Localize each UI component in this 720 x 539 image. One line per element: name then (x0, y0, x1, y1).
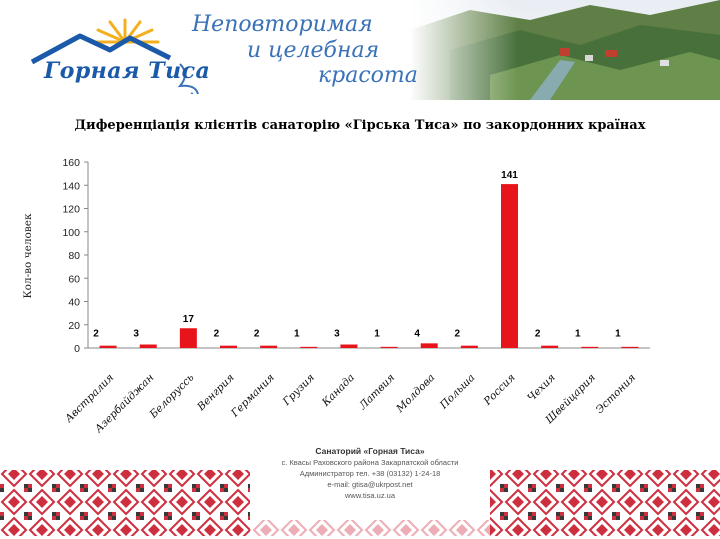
data-label: 3 (334, 329, 340, 340)
bar (541, 345, 559, 348)
data-label: 1 (615, 329, 621, 340)
category-label: Латвия (356, 372, 397, 413)
footer-embroidery-ornament (0, 470, 720, 536)
slogan-line-2: и целебная (247, 38, 380, 63)
slogan-line-3: красота (318, 63, 418, 88)
bar (179, 328, 197, 348)
bar (621, 346, 639, 348)
bar (380, 346, 398, 348)
category-label: Россия (481, 372, 518, 409)
data-label: 2 (254, 329, 260, 340)
footer-website[interactable]: www.tisa.uz.ua (344, 491, 396, 500)
bar (501, 184, 518, 348)
data-label: 2 (535, 329, 541, 340)
data-label: 1 (294, 329, 300, 340)
bar (420, 343, 438, 348)
y-tick-label: 60 (68, 273, 80, 285)
bar (300, 346, 318, 348)
footer-contact-block: Санаторий «Горная Тиса» с. Квасы Раховск… (255, 446, 485, 501)
bar (220, 345, 237, 348)
data-label: 1 (575, 329, 581, 340)
data-label: 2 (455, 329, 461, 340)
bar (99, 345, 117, 348)
y-tick-label: 140 (62, 180, 80, 192)
slogan-line-1: Неповторимая (192, 12, 373, 37)
y-tick-label: 40 (68, 297, 80, 309)
category-label: Германия (228, 372, 276, 420)
footer-name: Санаторий «Горная Тиса» (315, 446, 425, 456)
category-label: Молдова (393, 372, 437, 416)
footer-address: с. Квасы Раховского района Закарпатской … (281, 458, 459, 467)
data-label: 4 (414, 329, 420, 340)
category-label: Грузия (280, 372, 317, 409)
y-tick-label: 20 (68, 320, 80, 332)
bar (340, 344, 358, 348)
y-tick-label: 0 (74, 343, 80, 355)
y-tick-label: 80 (68, 250, 80, 262)
data-label: 141 (501, 170, 518, 181)
category-label: Эстония (594, 372, 638, 416)
chart-title: Диференціація клієнтів санаторію «Гірськ… (74, 118, 646, 133)
footer-email[interactable]: e-mail: gtisa@ukrpost.net (327, 480, 413, 489)
data-label: 1 (374, 329, 380, 340)
sanatorium-logo: Горная Тиса (30, 14, 210, 104)
logo-text: Горная Тиса (44, 58, 211, 84)
data-label: 17 (183, 314, 195, 325)
category-label: Венгрия (194, 372, 236, 414)
footer-phone: Администратор тел. +38 (03132) 1-24-18 (299, 469, 441, 478)
bar (260, 345, 278, 348)
y-tick-label: 120 (62, 204, 80, 216)
bar-chart: 0204060801001201401602Австралия3Азербайд… (62, 157, 650, 436)
y-tick-label: 100 (62, 227, 80, 239)
data-label: 3 (133, 329, 139, 340)
category-label: Канада (319, 372, 357, 410)
header-landscape-photo (410, 0, 720, 100)
data-label: 2 (214, 329, 220, 340)
data-label: 2 (93, 329, 99, 340)
category-label: Польша (437, 372, 477, 412)
y-tick-label: 160 (62, 157, 80, 169)
bar (460, 345, 478, 348)
bar (139, 344, 157, 348)
bar (581, 346, 599, 348)
category-label: Чехия (525, 372, 558, 405)
